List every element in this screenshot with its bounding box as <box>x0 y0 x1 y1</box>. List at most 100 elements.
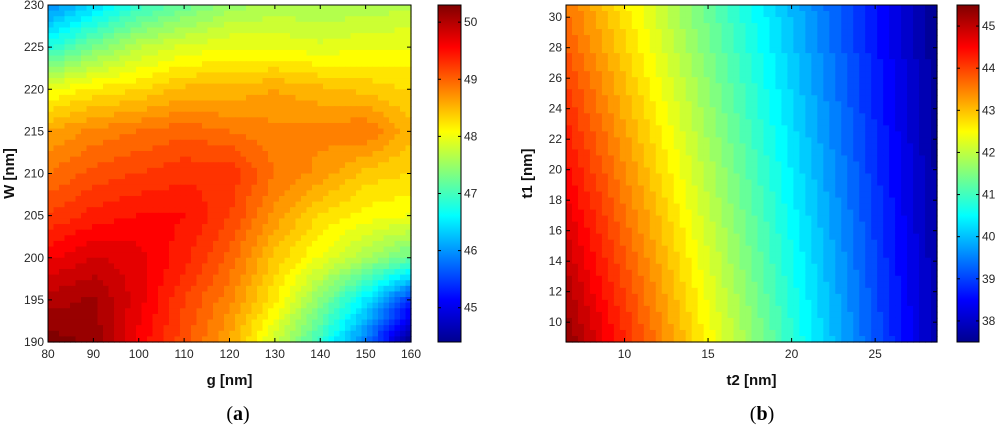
heatmap-cell <box>59 151 66 158</box>
heatmap-cell <box>81 330 88 337</box>
heatmap-cell <box>141 285 148 293</box>
heatmap-cell <box>655 65 663 72</box>
heatmap-cell <box>334 117 341 124</box>
heatmap-cell <box>383 319 390 326</box>
heatmap-cell <box>328 319 335 326</box>
heatmap-cell <box>631 5 639 12</box>
heatmap-cell <box>136 201 143 208</box>
heatmap-cell <box>48 38 55 45</box>
heatmap-cell <box>317 61 324 68</box>
heatmap-cell <box>202 151 209 158</box>
heatmap-cell <box>328 257 335 264</box>
heatmap-cell <box>589 83 597 90</box>
heatmap-cell <box>697 65 705 72</box>
heatmap-cell <box>383 38 390 45</box>
heatmap-cell <box>295 139 302 147</box>
heatmap-cell <box>229 235 236 242</box>
heatmap-cell <box>185 89 192 96</box>
heatmap-cell <box>781 89 788 96</box>
heatmap-cell <box>378 66 385 73</box>
heatmap-cell <box>207 38 214 45</box>
heatmap-cell <box>637 17 645 24</box>
heatmap-cell <box>328 128 335 135</box>
heatmap-cell <box>119 151 126 158</box>
heatmap-cell <box>877 17 884 24</box>
heatmap-cell <box>130 207 137 214</box>
heatmap-cell <box>389 179 396 186</box>
heatmap-cell <box>763 83 771 90</box>
heatmap-cell <box>901 59 908 66</box>
heatmap-cell <box>262 61 269 68</box>
heatmap-cell <box>301 257 308 264</box>
heatmap-cell <box>601 59 609 66</box>
heatmap-cell <box>273 325 280 332</box>
heatmap-cell <box>81 94 88 102</box>
heatmap-cell <box>108 274 115 281</box>
heatmap-cell <box>637 77 645 84</box>
heatmap-cell <box>213 195 220 203</box>
heatmap-cell <box>262 240 269 248</box>
heatmap-cell <box>566 89 573 96</box>
heatmap-cell <box>284 106 291 113</box>
heatmap-cell <box>571 5 579 12</box>
heatmap-cell <box>246 274 253 281</box>
heatmap-cell <box>301 313 308 321</box>
heatmap-cell <box>251 83 258 90</box>
heatmap-cell <box>328 94 335 102</box>
heatmap-cell <box>394 308 401 315</box>
heatmap-cell <box>70 229 77 236</box>
heatmap-cell <box>389 5 396 12</box>
heatmap-cell <box>405 274 412 281</box>
heatmap-cell <box>757 23 765 30</box>
heatmap-cell <box>246 44 253 51</box>
heatmap-cell <box>108 291 115 298</box>
heatmap-cell <box>631 17 639 24</box>
heatmap-cell <box>196 94 203 102</box>
heatmap-cell <box>191 336 198 343</box>
heatmap-cell <box>158 263 165 270</box>
heatmap-cell <box>367 195 374 203</box>
heatmap-cell <box>196 308 203 315</box>
heatmap-cell <box>169 179 176 186</box>
heatmap-cell <box>108 111 115 118</box>
heatmap-cell <box>169 268 176 276</box>
heatmap-cell <box>334 268 341 276</box>
heatmap-cell <box>114 66 121 73</box>
heatmap-cell <box>339 285 346 293</box>
heatmap-cell <box>147 330 154 337</box>
heatmap-cell <box>180 212 187 220</box>
heatmap-cell <box>92 308 99 315</box>
heatmap-cell <box>290 151 297 158</box>
heatmap-cell <box>383 190 390 197</box>
heatmap-cell <box>350 44 357 51</box>
heatmap-cell <box>339 83 346 90</box>
heatmap-cell <box>114 229 121 236</box>
heatmap-cell <box>350 257 357 264</box>
heatmap-cell <box>268 151 275 158</box>
heatmap-cell <box>279 218 286 225</box>
heatmap-cell <box>268 122 275 130</box>
heatmap-cell <box>180 21 187 29</box>
heatmap-cell <box>262 330 269 337</box>
heatmap-cell <box>213 162 220 169</box>
heatmap-cell <box>152 117 159 124</box>
heatmap-cell <box>284 162 291 169</box>
heatmap-cell <box>577 71 585 78</box>
heatmap-cell <box>372 94 379 102</box>
heatmap-cell <box>75 61 82 68</box>
heatmap-cell <box>345 61 352 68</box>
heatmap-cell <box>240 156 247 163</box>
heatmap-cell <box>246 313 253 321</box>
heatmap-cell <box>70 134 77 141</box>
heatmap-cell <box>191 100 198 107</box>
heatmap-cell <box>907 83 914 90</box>
heatmap-cell <box>279 94 286 102</box>
heatmap-cell <box>284 122 291 130</box>
heatmap-cell <box>589 23 597 30</box>
heatmap-cell <box>180 274 187 281</box>
heatmap-cell <box>273 72 280 79</box>
heatmap-cell <box>81 224 88 231</box>
heatmap-cell <box>262 55 269 62</box>
heatmap-cell <box>119 139 126 147</box>
heatmap-cell <box>345 55 352 62</box>
